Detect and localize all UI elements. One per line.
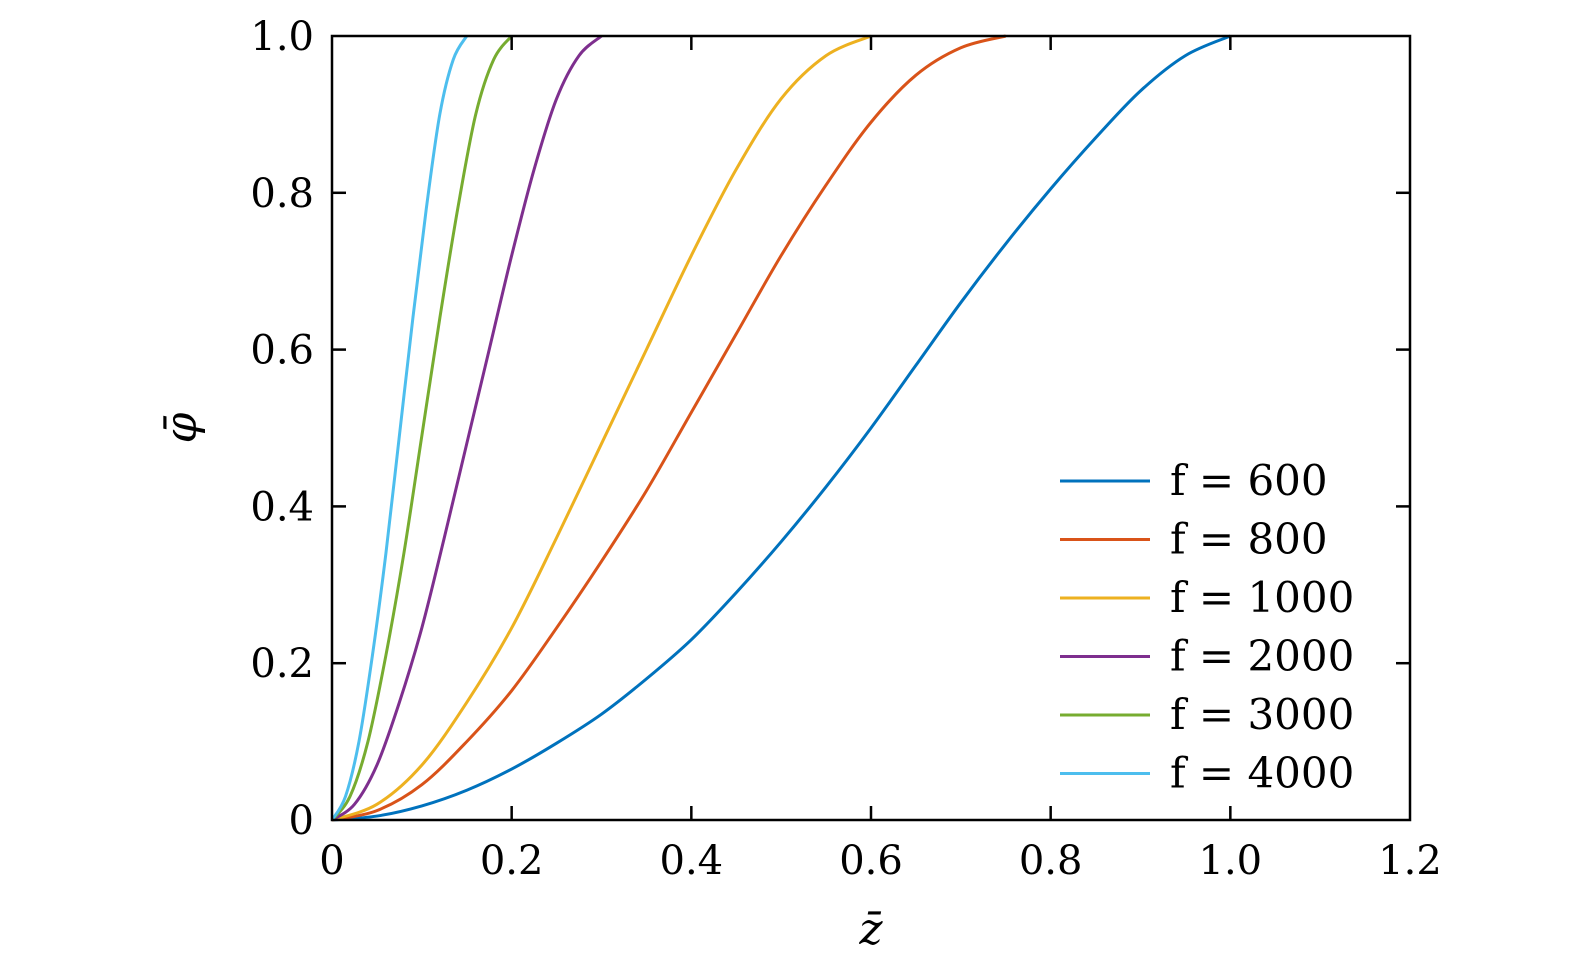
legend-label-5: f = 4000	[1170, 749, 1354, 798]
series-line-0	[331, 34, 1231, 822]
y-tick-label: 0.2	[250, 641, 314, 687]
legend-label-1: f = 800	[1170, 515, 1328, 564]
y-tick-label: 0	[289, 798, 314, 844]
x-tick-label: 0.6	[839, 838, 903, 884]
legend-label-3: f = 2000	[1170, 632, 1354, 681]
series-line-5	[330, 35, 469, 821]
series-line-4	[330, 35, 513, 821]
series-line-3	[331, 34, 603, 822]
x-tick-label: 0.4	[660, 838, 724, 884]
x-tick-label: 1.2	[1378, 838, 1442, 884]
y-axis: 0 0.2 0.4 0.6 0.8 1.0	[250, 14, 1410, 844]
curves-layer	[330, 34, 1231, 822]
legend-label-2: f = 1000	[1170, 573, 1354, 622]
legend-label-0: f = 600	[1170, 456, 1328, 505]
x-tick-label: 0	[319, 838, 344, 884]
y-axis-label: φ̄	[156, 412, 207, 443]
y-tick-label: 0.8	[250, 171, 314, 217]
legend-label-4: f = 3000	[1170, 690, 1354, 739]
x-axis-label: z̄	[858, 904, 883, 955]
x-tick-label: 0.2	[480, 838, 544, 884]
legend: f = 600 f = 800 f = 1000 f = 2000 f = 3000 f …	[1060, 456, 1354, 798]
y-tick-label: 0.4	[250, 484, 314, 530]
x-tick-label: 1.0	[1199, 838, 1263, 884]
x-tick-label: 0.8	[1019, 838, 1083, 884]
series-line-1	[331, 34, 1007, 822]
y-tick-label: 0.6	[250, 328, 314, 374]
series-line-2	[331, 34, 872, 822]
x-axis: 0 0.2 0.4 0.6 0.8 1.0 1.2	[319, 36, 1442, 884]
y-tick-label: 1.0	[250, 14, 314, 60]
